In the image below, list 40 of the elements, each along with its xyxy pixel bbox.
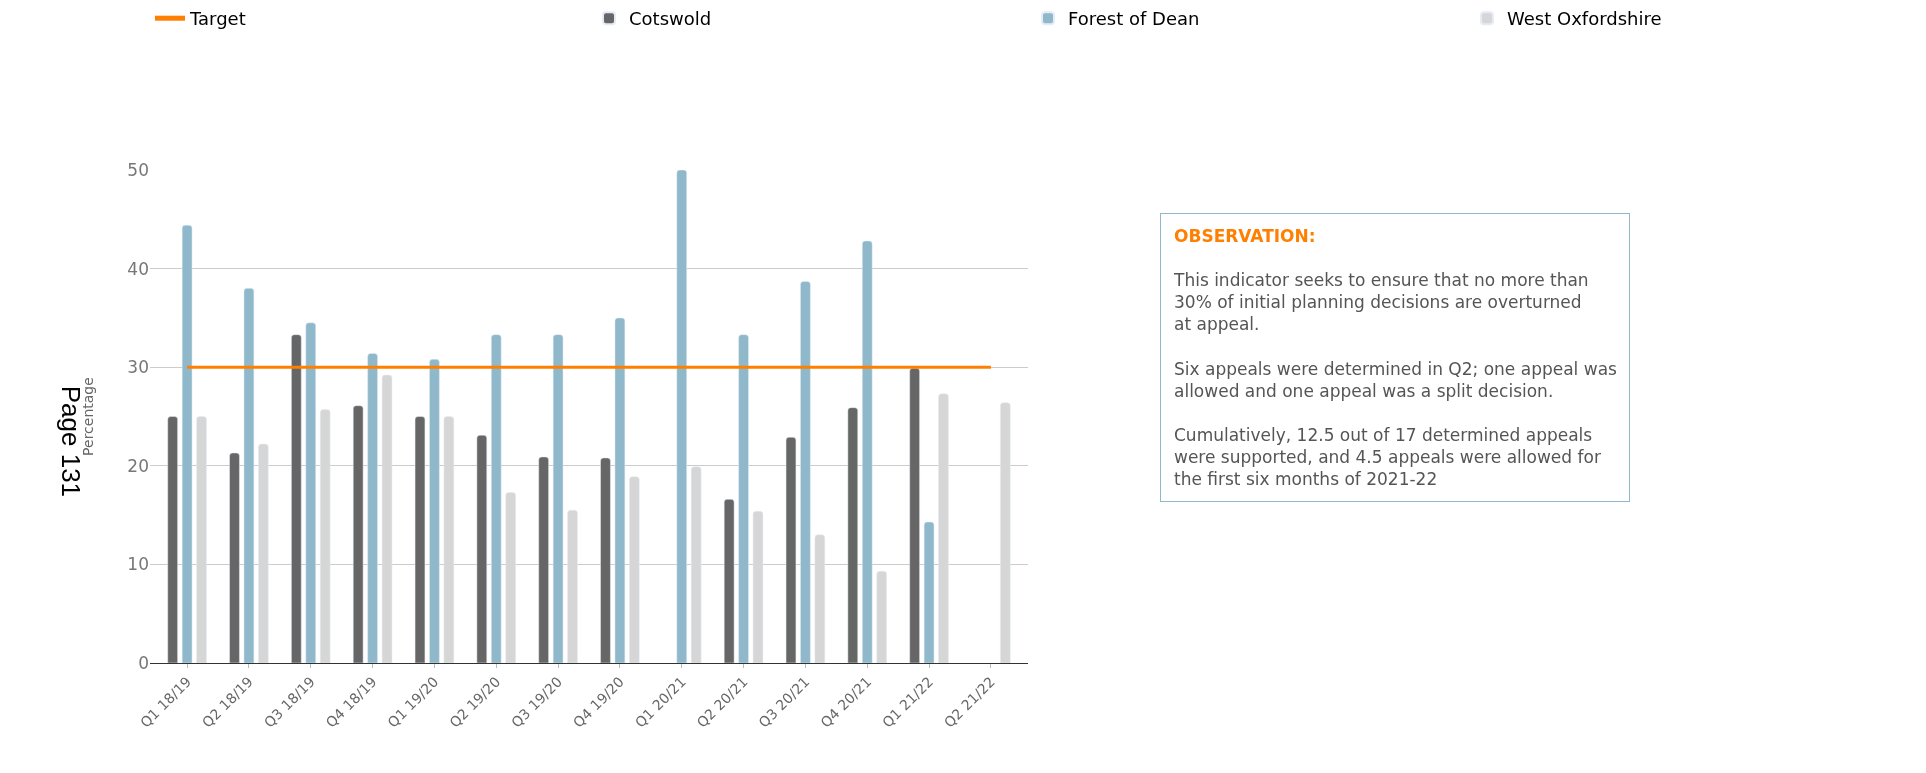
bar <box>785 436 797 663</box>
bar <box>600 457 611 663</box>
text: Cumulatively, 12.5 out of 17 determined appeals were supported, and 4.5 appeals were allowed for the first six months of 2021-22 <box>1174 424 1601 490</box>
bar <box>676 170 687 663</box>
bar <box>862 240 873 663</box>
bar <box>243 288 255 663</box>
bar <box>538 456 549 663</box>
bar <box>414 416 426 663</box>
bar <box>367 353 378 663</box>
bar <box>909 367 920 663</box>
bar <box>847 407 859 663</box>
y-tick-label: 50 <box>127 159 149 180</box>
bar <box>614 317 626 663</box>
bar <box>291 334 302 663</box>
bar <box>429 359 440 663</box>
bar <box>491 334 502 663</box>
text: OBSERVATION: <box>1174 226 1316 246</box>
bar <box>738 334 749 663</box>
y-tick-label: 10 <box>127 554 149 575</box>
legend-label: Cotswold <box>629 8 712 30</box>
bar <box>723 499 735 663</box>
bar <box>181 224 193 663</box>
bar <box>305 322 316 663</box>
bar <box>552 334 564 663</box>
text: Six appeals were determined in Q2; one appeal was allowed and one appeal was a split decision. <box>1174 358 1618 401</box>
bar <box>476 434 488 663</box>
y-tick-label: 0 <box>138 652 149 673</box>
y-tick-label: 20 <box>127 455 149 476</box>
bar <box>876 571 887 663</box>
bar <box>800 281 811 663</box>
y-tick-label: 30 <box>127 357 149 378</box>
bar <box>167 416 178 663</box>
legend-label: Target <box>189 8 246 30</box>
y-tick-label: 40 <box>127 258 149 279</box>
text: This indicator seeks to ensure that no more than 30% of initial planning decisions are overturned at appeal. <box>1173 270 1589 335</box>
legend-label: West Oxfordshire <box>1507 8 1662 30</box>
legend-label: Forest of Dean <box>1068 8 1200 30</box>
bar <box>229 452 240 663</box>
bar <box>352 405 364 663</box>
bar <box>923 521 935 663</box>
